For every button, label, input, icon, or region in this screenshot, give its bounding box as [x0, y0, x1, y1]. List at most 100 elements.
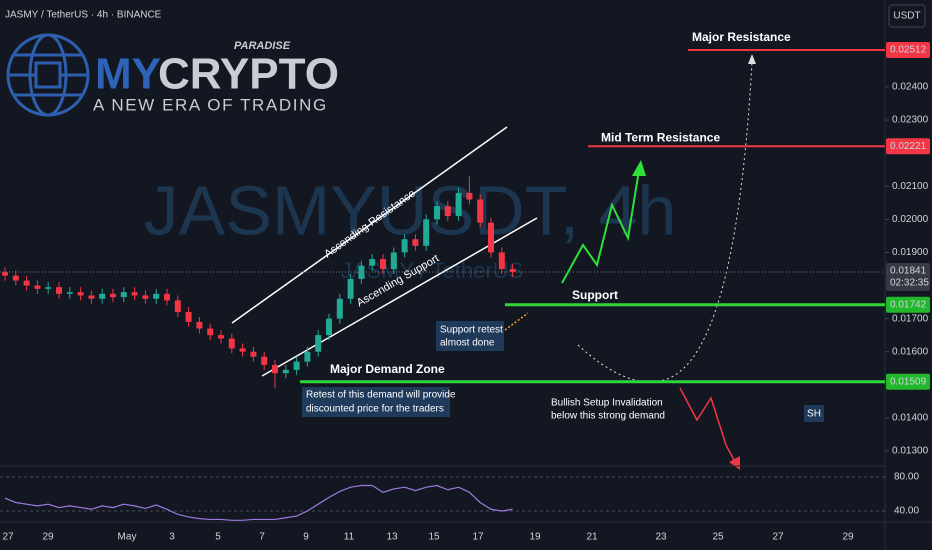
candle-body	[185, 311, 192, 322]
candle-body	[250, 351, 257, 357]
trend-line	[231, 126, 508, 324]
level-value: 0.01742	[890, 299, 927, 310]
note-text: Bullish Setup Invalidation	[551, 398, 663, 409]
candle-body	[2, 272, 8, 276]
last-price-value: 0.01841	[890, 266, 927, 277]
y-tick-label: 0.01400	[892, 413, 929, 424]
last-price-countdown: 02:32:35	[890, 278, 929, 289]
note-box	[436, 321, 504, 351]
y-tick-label: 0.02300	[892, 115, 929, 126]
x-tick-label: 27	[2, 532, 14, 543]
candle-body	[120, 292, 127, 298]
note-text: Retest of this demand will provide	[306, 390, 456, 401]
x-tick-label: 19	[529, 532, 541, 543]
candle-body	[261, 356, 268, 365]
level-tag	[886, 296, 930, 313]
candle-body	[218, 335, 224, 339]
note-text: almost done	[440, 338, 495, 349]
candle-body	[304, 351, 311, 362]
x-tick-label: 9	[303, 532, 309, 543]
candle-body	[380, 259, 386, 269]
candle-body	[228, 338, 235, 349]
level-name: Major Resistance	[692, 30, 791, 44]
candle-body	[174, 300, 181, 312]
logo-word-a: MY	[95, 50, 161, 99]
x-tick-label: 29	[842, 532, 854, 543]
candle-body	[196, 321, 203, 329]
x-tick-label: 13	[386, 532, 398, 543]
x-tick-label: 27	[772, 532, 784, 543]
level-value: 0.01509	[890, 376, 927, 387]
candle-body	[347, 278, 354, 299]
candle-body	[401, 239, 408, 253]
level-value: 0.02221	[890, 141, 927, 152]
candle-body	[56, 287, 62, 294]
candle-body	[358, 265, 365, 279]
level-tag	[886, 373, 930, 390]
logo-word-b: CRYPTO	[158, 50, 339, 99]
candle-body	[326, 318, 332, 336]
x-tick-label: 23	[655, 532, 667, 543]
candle-body	[336, 298, 343, 319]
level-name: Support	[572, 288, 618, 302]
rsi-line	[4, 484, 513, 521]
candle-body	[315, 335, 322, 352]
unit-box	[888, 4, 926, 28]
candle-body	[444, 206, 451, 217]
logo-badge: PARADISE	[234, 40, 291, 52]
bear-path	[679, 387, 736, 463]
note-text: discounted price for the traders	[306, 404, 444, 415]
retest-arrow	[504, 312, 529, 331]
candle-body	[509, 268, 516, 272]
level-tag	[886, 41, 930, 58]
unit-label: USDT	[893, 11, 920, 22]
candle-body	[282, 369, 289, 374]
logo-globe	[6, 33, 90, 117]
candle-body	[77, 292, 84, 296]
chart-title: JASMY / TetherUS · 4h · BINANCE	[5, 10, 162, 21]
candle-body	[99, 293, 106, 299]
x-tick-label: 17	[472, 532, 484, 543]
x-tick-label: 5	[215, 532, 221, 543]
marker-text: SH	[807, 409, 821, 420]
level-name: Mid Term Resistance	[601, 130, 720, 144]
rsi-tick-label: 80.00	[894, 472, 919, 483]
last-price-tag	[886, 262, 930, 291]
note-box	[302, 387, 450, 417]
x-tick-label: 21	[586, 532, 598, 543]
marker-box	[804, 405, 824, 422]
y-tick-label: 0.02400	[892, 82, 929, 93]
candle-body	[34, 285, 41, 289]
y-tick-label: 0.01600	[892, 346, 929, 357]
note-text: Support retest	[440, 325, 503, 336]
level-name: Major Demand Zone	[330, 362, 445, 376]
x-tick-label: 7	[259, 532, 265, 543]
y-tick-label: 0.01300	[892, 446, 929, 457]
candle-body	[66, 292, 73, 294]
candle-body	[131, 292, 138, 296]
candle-body	[164, 293, 170, 301]
candle-body	[239, 348, 246, 352]
arrow-head	[632, 160, 646, 176]
candle-body	[434, 206, 440, 220]
candle-body	[466, 192, 473, 200]
y-tick-label: 0.02100	[892, 181, 929, 192]
candle-body	[153, 293, 160, 299]
candle-body	[412, 239, 419, 246]
candle-body	[272, 364, 278, 374]
candle-body	[12, 275, 19, 281]
y-tick-label: 0.02000	[892, 214, 929, 225]
candle-body	[142, 295, 149, 299]
candle-body	[23, 280, 30, 286]
candle-body	[45, 287, 52, 289]
x-tick-label: May	[118, 532, 137, 543]
candle-body	[477, 199, 484, 223]
projection-path	[577, 61, 753, 383]
watermark: JASMYUSDT, 4h	[144, 171, 677, 249]
candle-body	[88, 295, 95, 299]
x-tick-label: 11	[344, 532, 355, 543]
logo-tagline: A NEW ERA OF TRADING	[93, 95, 328, 114]
candle-body	[390, 252, 397, 269]
level-value: 0.02512	[890, 45, 927, 56]
